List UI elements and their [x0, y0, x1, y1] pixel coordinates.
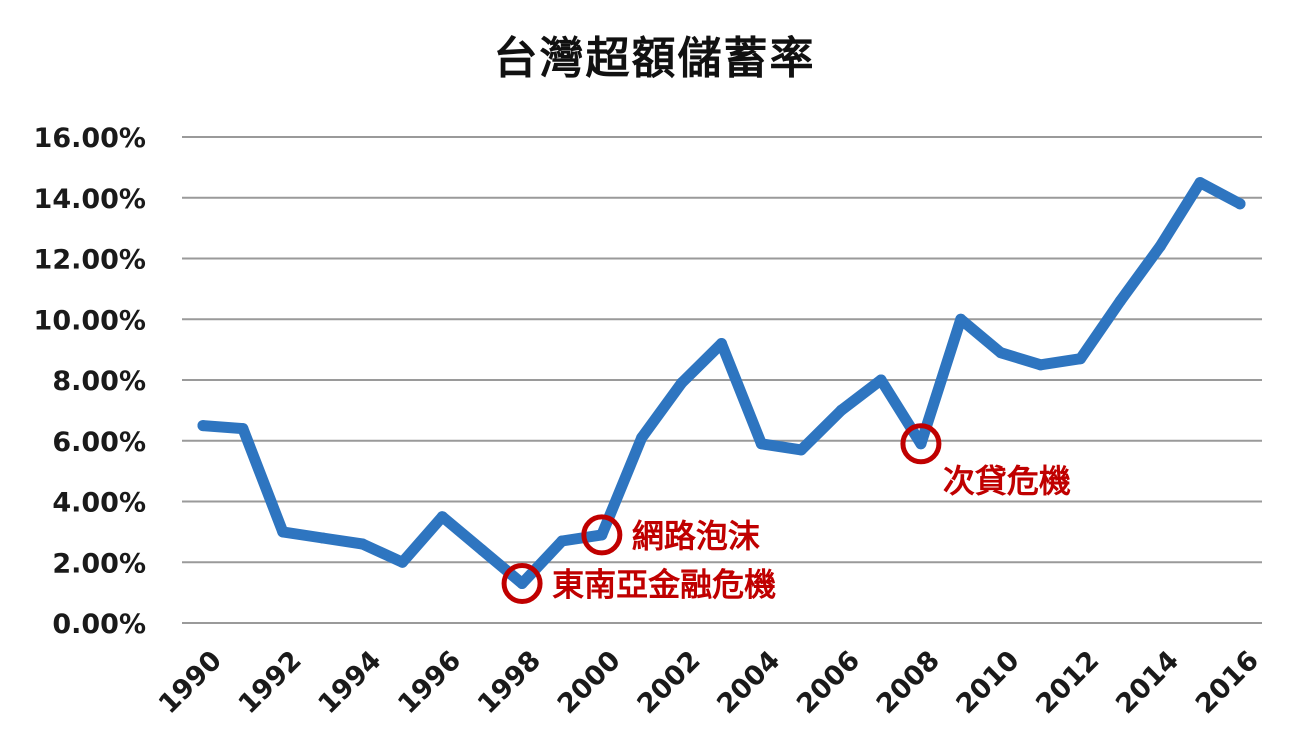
data-point: [556, 535, 568, 547]
data-point: [436, 511, 448, 523]
data-point: [755, 438, 767, 450]
data-point: [995, 347, 1007, 359]
x-tick-label: 1992: [233, 645, 308, 720]
x-tick-label: 2014: [1110, 645, 1185, 720]
data-point: [716, 338, 727, 350]
x-axis-ticks: 1990 1992 1994 1996 1998 2000 2002 2004 2006 2008…: [153, 645, 1265, 720]
y-tick-label: 14.00%: [34, 184, 146, 215]
data-point: [596, 529, 608, 541]
x-tick-label: 2010: [951, 645, 1026, 720]
x-tick-label: 2004: [711, 645, 786, 720]
annotation-label: 東南亞金融危機: [552, 566, 776, 604]
y-tick-label: 12.00%: [34, 245, 146, 276]
data-point: [636, 432, 648, 444]
data-point: [1154, 240, 1166, 252]
data-point: [1234, 198, 1246, 210]
x-tick-label: 2000: [552, 645, 627, 720]
annotation-marker: [501, 563, 543, 605]
series-group: [197, 177, 1246, 590]
data-point: [1074, 353, 1086, 365]
x-tick-label: 2008: [871, 645, 946, 720]
y-tick-label: 10.00%: [34, 305, 146, 336]
x-tick-label: 1994: [312, 645, 387, 720]
data-point: [1194, 177, 1206, 189]
data-point: [955, 313, 967, 325]
data-point: [1114, 295, 1126, 307]
data-point: [835, 404, 847, 416]
y-tick-label: 2.00%: [52, 548, 146, 579]
data-point: [915, 438, 927, 450]
chart-title: 台灣超額儲蓄率: [493, 33, 816, 84]
data-point: [516, 578, 528, 590]
data-point: [676, 377, 688, 389]
y-tick-label: 4.00%: [52, 488, 146, 519]
y-tick-label: 6.00%: [52, 427, 146, 458]
data-point: [317, 532, 329, 544]
data-point: [795, 444, 807, 456]
data-point: [237, 423, 249, 435]
x-tick-label: 1990: [153, 645, 228, 720]
annotation-label: 網路泡沫: [632, 517, 760, 555]
y-tick-label: 16.00%: [34, 123, 146, 154]
x-tick-label: 2006: [791, 645, 866, 720]
y-tick-label: 0.00%: [52, 609, 146, 640]
x-tick-label: 2002: [632, 645, 707, 720]
x-tick-label: 1996: [392, 645, 467, 720]
y-axis-ticks: 0.00% 2.00% 4.00% 6.00% 8.00% 10.00% 12.00% 14.…: [34, 123, 146, 640]
data-point: [875, 374, 887, 386]
y-tick-label: 8.00%: [52, 366, 146, 397]
x-tick-label: 1998: [472, 645, 547, 720]
data-point: [357, 538, 369, 550]
data-point: [197, 420, 209, 432]
annotation-marker: [581, 514, 623, 556]
x-tick-label: 2016: [1190, 645, 1265, 720]
annotations: 東南亞金融危機 網路泡沫 次貸危機: [501, 423, 1071, 605]
data-point: [476, 544, 488, 556]
x-tick-label: 2012: [1030, 645, 1105, 720]
annotation-marker: [900, 423, 942, 465]
data-point: [396, 556, 408, 568]
data-point: [1035, 359, 1047, 371]
gridlines: [182, 136, 1262, 624]
data-point: [277, 526, 289, 538]
annotation-label: 次貸危機: [943, 462, 1071, 500]
